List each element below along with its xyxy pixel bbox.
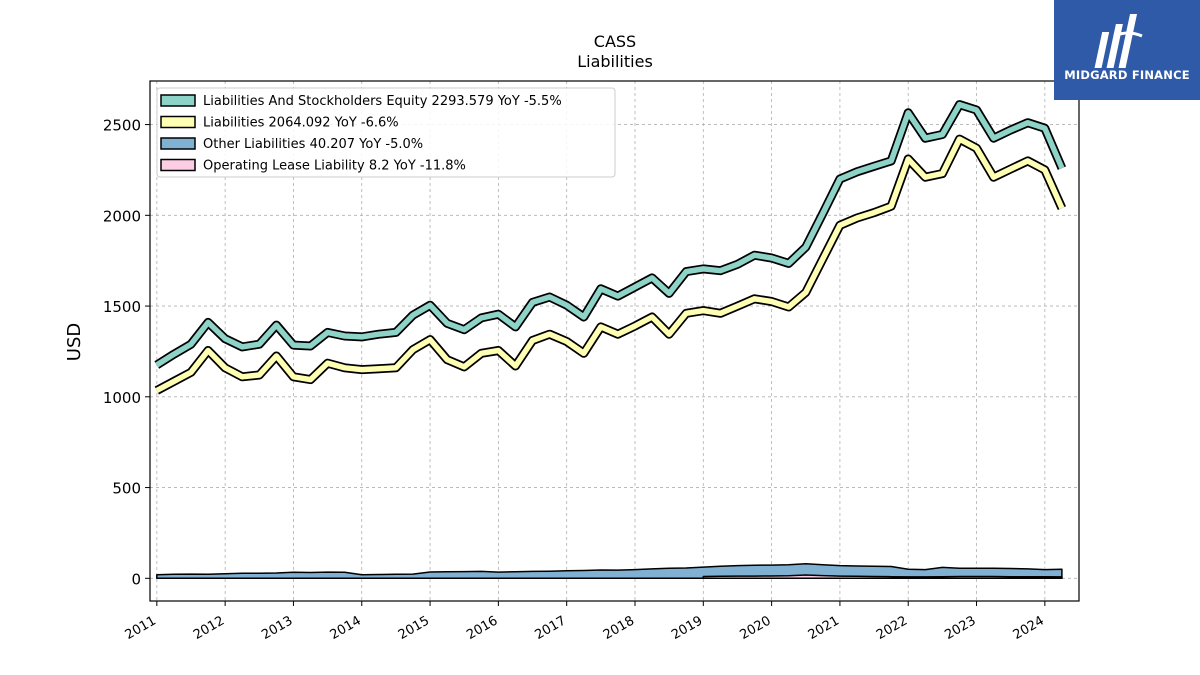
chart-subtitle: Liabilities bbox=[577, 52, 653, 71]
y-tick-label: 0 bbox=[131, 570, 141, 588]
legend-label: Other Liabilities 40.207 YoY -5.0% bbox=[203, 137, 423, 152]
series-layer bbox=[154, 100, 1067, 580]
legend-swatch bbox=[160, 137, 196, 150]
legend-swatch bbox=[160, 158, 196, 172]
y-tick-label: 2000 bbox=[103, 207, 141, 225]
series-area-other-liabilities bbox=[156, 563, 1063, 580]
plot-frame bbox=[149, 80, 1080, 602]
legend-label: Liabilities 2064.092 YoY -6.6% bbox=[203, 116, 399, 131]
y-tick-label: 1000 bbox=[103, 389, 141, 407]
brand-logo-mark-icon bbox=[1094, 14, 1143, 68]
series-area-operating-lease-liability bbox=[702, 574, 1063, 580]
series-line-liabilities bbox=[155, 136, 1065, 393]
brand-logo: MIDGARD FINANCE bbox=[1054, 0, 1200, 100]
series-line-liabilities-and-stockholders-equity bbox=[155, 101, 1065, 368]
legend: Liabilities And Stockholders Equity 2293… bbox=[156, 87, 616, 178]
legend-swatch bbox=[160, 94, 196, 107]
chart-title: CASS bbox=[594, 32, 636, 51]
y-tick-label: 500 bbox=[112, 480, 141, 498]
legend-label: Operating Lease Liability 8.2 YoY -11.8% bbox=[203, 159, 466, 174]
legend-box bbox=[156, 87, 616, 178]
legend-swatch bbox=[160, 115, 196, 129]
y-tick-label: 2500 bbox=[103, 117, 141, 135]
legend-label: Liabilities And Stockholders Equity 2293… bbox=[203, 94, 562, 109]
brand-logo-text: MIDGARD FINANCE bbox=[1064, 68, 1190, 82]
y-tick-label: 1500 bbox=[103, 298, 141, 316]
y-axis-label: USD bbox=[64, 323, 85, 361]
